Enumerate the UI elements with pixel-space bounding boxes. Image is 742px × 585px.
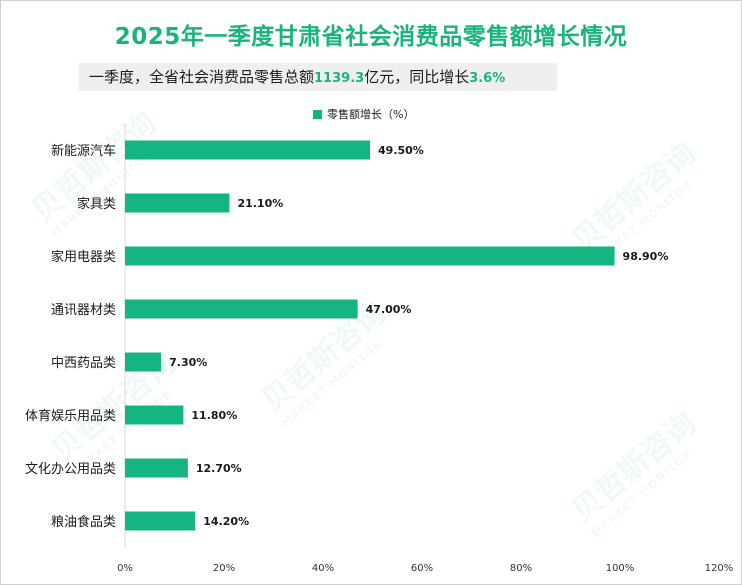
category-label: 家具类 [77,196,116,212]
category-label: 体育娱乐用品类 [25,408,116,424]
x-tick-group: 0% 20% 40% 60% 80% 100% 120% [117,563,733,574]
category-label: 文化办公用品类 [25,462,116,477]
bar-7 [125,458,188,478]
subtitle-text-before: 一季度，全省社会消费品零售总额 [89,68,315,86]
x-tick-label: 80% [510,563,532,574]
bar-8 [125,511,196,531]
x-tick-label: 60% [411,563,433,574]
subtitle-total-value: 1139.3 [314,71,365,86]
bar-1 [125,140,371,160]
x-tick-label: 40% [312,563,334,574]
data-label: 49.50% [378,144,424,157]
category-label: 中西药品类 [51,356,116,371]
data-label: 14.20% [203,515,249,528]
legend-swatch [313,110,322,119]
chart-title: 2025年一季度甘肃省社会消费品零售额增长情况 [114,24,628,50]
bar-2 [125,193,230,213]
category-label: 新能源汽车 [51,143,116,159]
bar-4 [125,299,358,319]
category-label: 粮油食品类 [51,514,116,530]
category-label: 通讯器材类 [51,303,116,318]
bar-group: 新能源汽车 49.50% 家具类 21.10% 家用电器类 98.90% 通讯器材类 47.0… [25,140,669,531]
bar-6 [125,405,184,425]
data-label: 98.90% [623,250,669,263]
subtitle-text-middle: 亿元，同比增长 [364,68,470,86]
subtitle-box [79,63,557,91]
legend-label: 零售额增长（%） [327,108,415,121]
data-label: 47.00% [366,303,412,316]
legend: 零售额增长（%） [313,107,414,123]
data-label: 21.10% [237,197,283,210]
x-tick-label: 100% [606,563,635,574]
x-tick-label: 20% [213,563,235,574]
x-tick-label: 120% [705,563,734,574]
data-label: 7.30% [169,356,207,369]
category-label: 家用电器类 [51,249,116,265]
subtitle-growth-value: 3.6% [469,71,506,86]
x-tick-label: 0% [117,563,133,574]
bar-5 [125,352,162,372]
data-label: 12.70% [196,462,242,475]
data-label: 11.80% [191,409,237,422]
subtitle: 一季度，全省社会消费品零售总额1139.3亿元，同比增长3.6% [89,67,505,87]
bar-3 [125,246,615,266]
